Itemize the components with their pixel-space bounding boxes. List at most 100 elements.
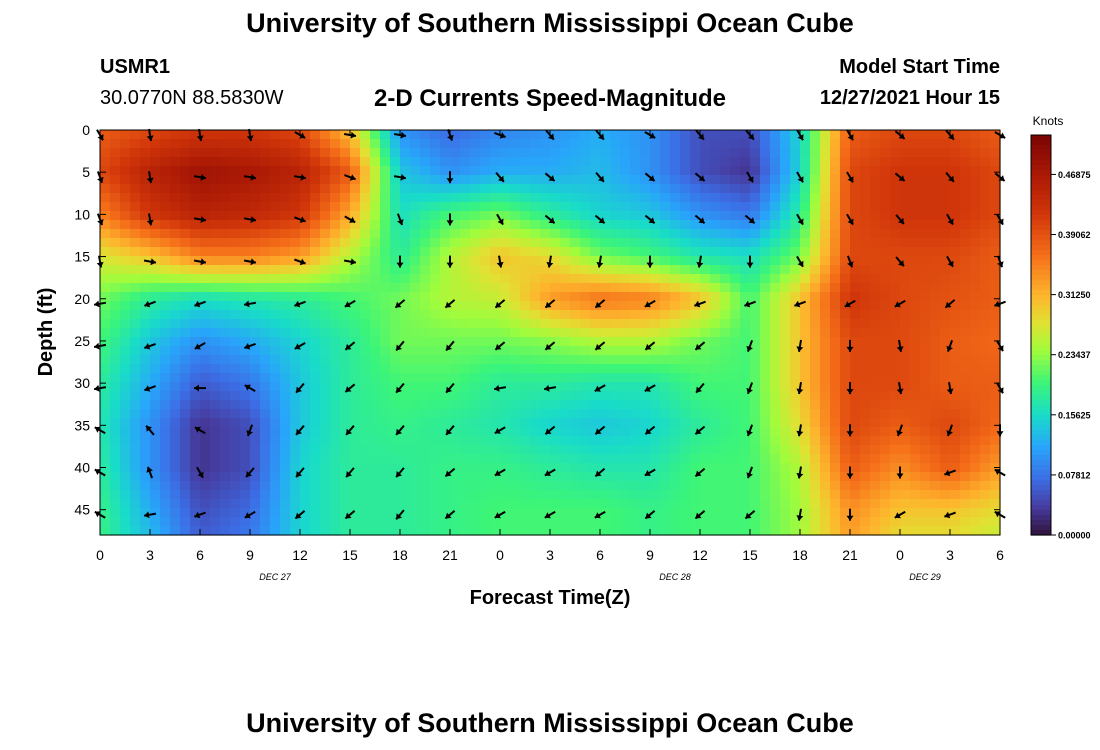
heatmap-cell [960, 301, 971, 311]
heatmap-cell [840, 436, 851, 446]
heatmap-cell [990, 409, 1001, 419]
heatmap-cell [560, 445, 571, 455]
heatmap-cell [170, 400, 181, 410]
heatmap-cell [380, 364, 391, 374]
heatmap-cell [270, 193, 281, 203]
current-arrow [544, 468, 556, 477]
heatmap-cell [800, 157, 811, 167]
heatmap-cell [980, 373, 991, 383]
heatmap-cell [130, 391, 141, 401]
heatmap-cell [760, 463, 771, 473]
heatmap-cell [300, 526, 311, 536]
heatmap-cell [240, 292, 251, 302]
heatmap-cell [360, 355, 371, 365]
heatmap-cell [110, 427, 121, 437]
heatmap-cell [420, 364, 431, 374]
heatmap-cell [970, 148, 981, 158]
current-arrow [744, 214, 756, 224]
heatmap-cell [560, 526, 571, 536]
heatmap-cell [220, 481, 231, 491]
heatmap-cell [580, 382, 591, 392]
heatmap-cell [810, 238, 821, 248]
heatmap-cell [670, 454, 681, 464]
heatmap-cell [910, 508, 921, 518]
colorbar-band [1031, 490, 1051, 496]
heatmap-cell [260, 166, 271, 176]
heatmap-cell [190, 445, 201, 455]
heatmap-cell [830, 130, 841, 140]
heatmap-cell [100, 139, 111, 149]
heatmap-cell [870, 436, 881, 446]
heatmap-cell [820, 283, 831, 293]
heatmap-cell [410, 427, 421, 437]
heatmap-cell [970, 481, 981, 491]
heatmap-cell [220, 283, 231, 293]
heatmap-cell [230, 166, 241, 176]
heatmap-cell [710, 427, 721, 437]
heatmap-cell [950, 175, 961, 185]
heatmap-cell [110, 418, 121, 428]
heatmap-cell [990, 337, 1001, 347]
heatmap-cell [100, 175, 111, 185]
heatmap-cell [810, 292, 821, 302]
heatmap-cell [140, 328, 151, 338]
heatmap-cell [670, 328, 681, 338]
heatmap-cell [730, 319, 741, 329]
heatmap-cell [910, 454, 921, 464]
heatmap-cell [170, 229, 181, 239]
heatmap-cell [210, 499, 221, 509]
heatmap-cell [630, 229, 641, 239]
heatmap-cell [650, 301, 661, 311]
heatmap-cell [770, 202, 781, 212]
heatmap-cell [400, 391, 411, 401]
current-arrow [895, 256, 905, 267]
heatmap-cell [230, 220, 241, 230]
heatmap-cell [350, 211, 361, 221]
heatmap-cell [710, 445, 721, 455]
heatmap-cell [740, 238, 751, 248]
heatmap-cell [460, 175, 471, 185]
heatmap-cell [800, 472, 811, 482]
heatmap-cell [180, 346, 191, 356]
heatmap-cell [410, 130, 421, 140]
heatmap-cell [980, 427, 991, 437]
heatmap-cell [230, 193, 241, 203]
heatmap-cell [250, 166, 261, 176]
heatmap-cell [470, 472, 481, 482]
heatmap-cell [640, 319, 651, 329]
heatmap-cell [430, 211, 441, 221]
heatmap-cell [770, 445, 781, 455]
heatmap-cell [940, 364, 951, 374]
heatmap-cell [620, 301, 631, 311]
heatmap-cell [220, 202, 231, 212]
heatmap-cell [790, 238, 801, 248]
heatmap-cell [870, 391, 881, 401]
heatmap-cell [750, 418, 761, 428]
heatmap-cell [280, 211, 291, 221]
heatmap-cell [490, 391, 501, 401]
heatmap-cell [590, 427, 601, 437]
heatmap-cell [450, 265, 461, 275]
heatmap-cell [310, 337, 321, 347]
heatmap-cell [560, 265, 571, 275]
colorbar-tick-label: 0.31250 [1058, 290, 1091, 300]
current-arrow [846, 171, 854, 183]
heatmap-cell [720, 157, 731, 167]
heatmap-cell [620, 517, 631, 527]
heatmap-cell [790, 445, 801, 455]
heatmap-cell [810, 166, 821, 176]
heatmap-cell [300, 229, 311, 239]
heatmap-cell [730, 292, 741, 302]
heatmap-cell [570, 220, 581, 230]
heatmap-cell [540, 202, 551, 212]
heatmap-cell [390, 157, 401, 167]
heatmap-cell [190, 400, 201, 410]
heatmap-cell [320, 454, 331, 464]
heatmap-cell [500, 238, 511, 248]
heatmap-cell [190, 310, 201, 320]
heatmap-cell [200, 409, 211, 419]
heatmap-cell [530, 229, 541, 239]
heatmap-cell [430, 409, 441, 419]
heatmap-cell [780, 427, 791, 437]
heatmap-cell [740, 346, 751, 356]
